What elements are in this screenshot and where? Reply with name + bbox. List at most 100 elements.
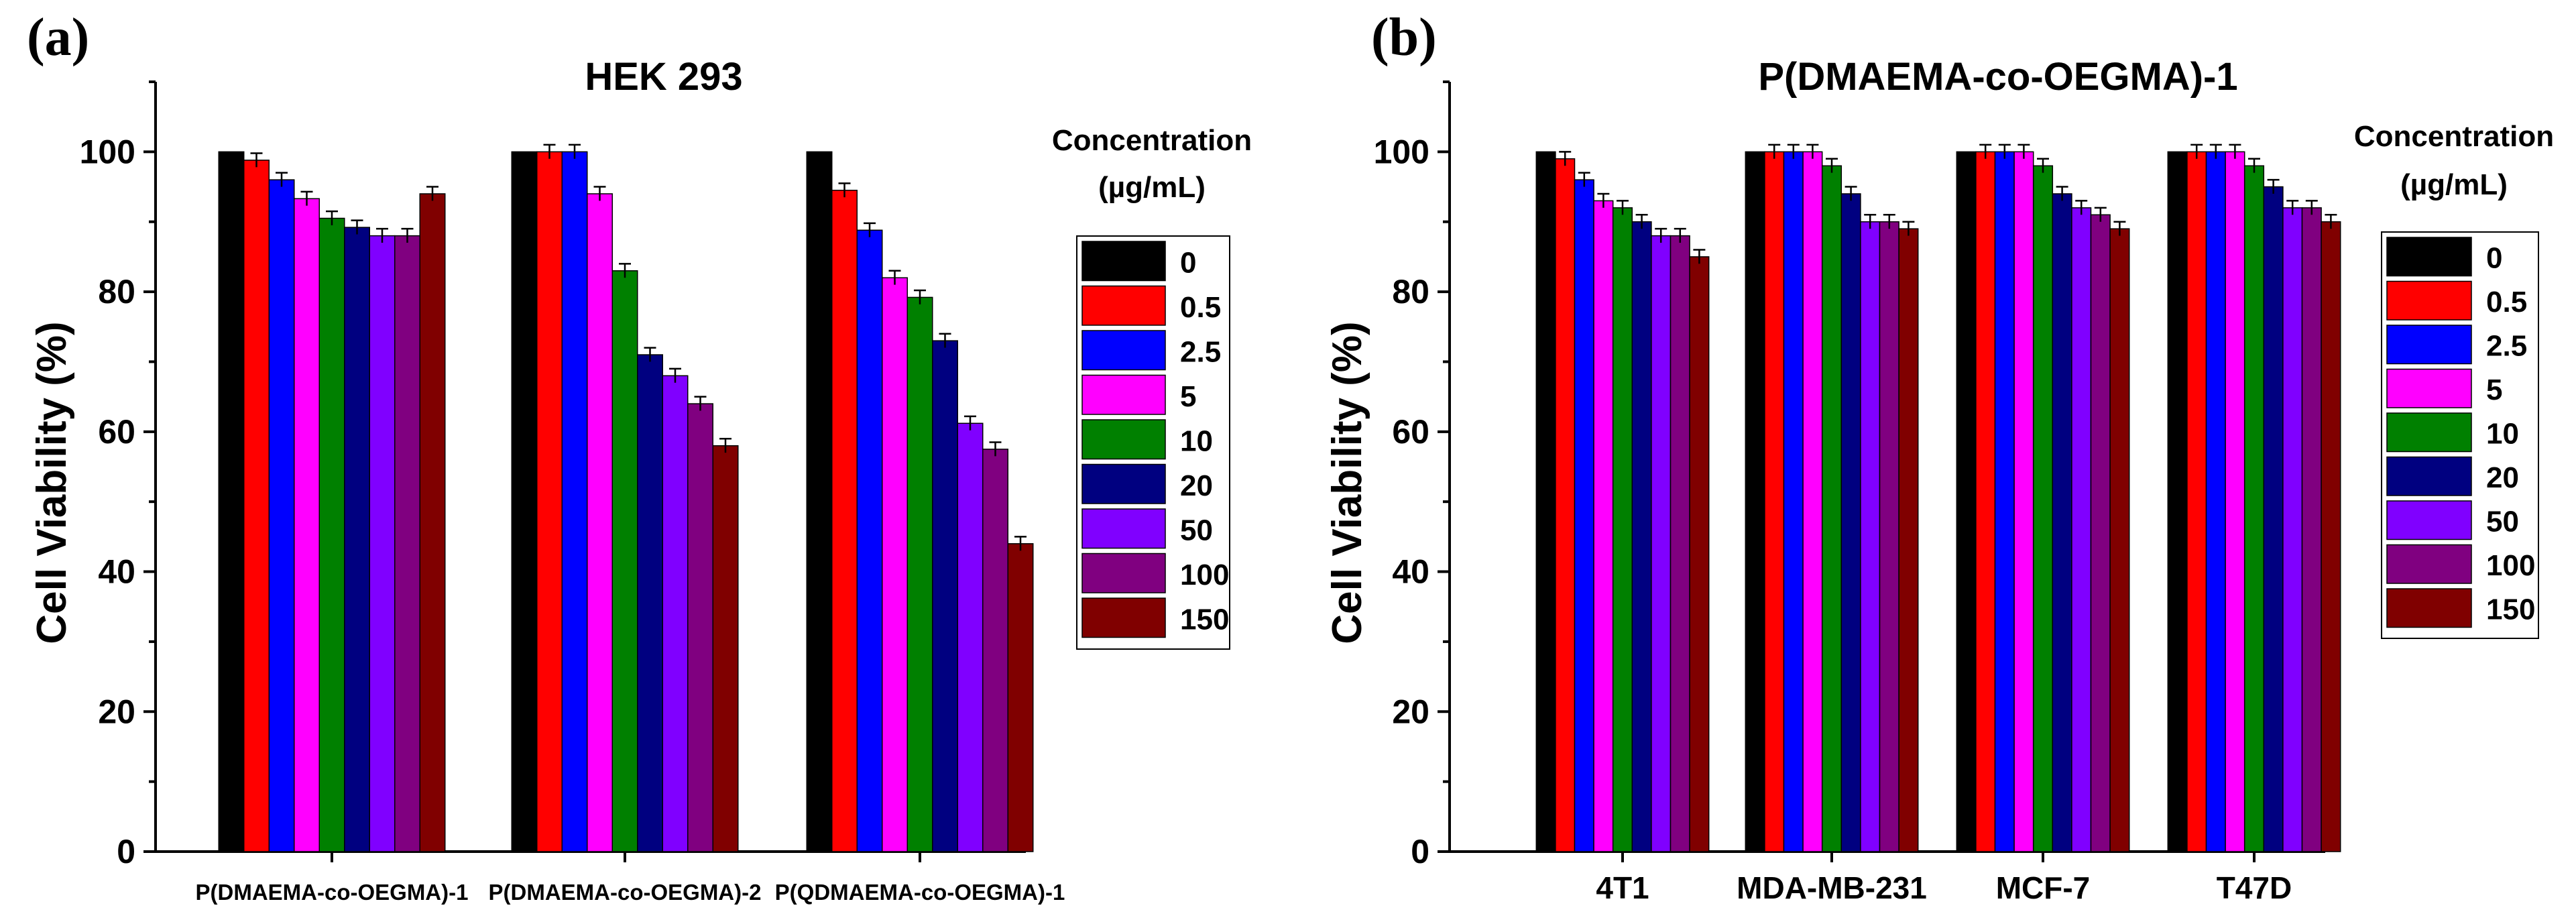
a-legend-label: 100 [1180,559,1229,591]
a-bar-10 [318,217,345,852]
b-y-tick-label: 20 [1392,693,1429,730]
a-legend-swatch-2_5 [1081,330,1166,371]
a-legend-label: 0 [1180,247,1196,280]
a-y-tick-label: 100 [80,133,135,170]
plot-area-a: 0 20 40 60 80 100 P(DMAEMA-co-OEGMA)-1 P(DMAEMA… [80,80,1065,905]
a-bar-20 [637,354,663,852]
b-bar-50 [1651,235,1672,852]
legend-title-b: Concentration [2354,120,2554,153]
b-y-tick-label: 100 [1374,133,1429,170]
b-bar-100 [2090,214,2111,852]
a-bar-150 [1007,543,1034,852]
b-bar-20 [1631,221,1652,852]
a-bar-5 [294,198,320,852]
plot-area-b: 0 20 40 60 80 100 4T1 MDA-MB-231 MCF-7 T47D [1374,80,2341,905]
a-bar-150 [712,445,739,852]
a-bar-5 [587,193,613,852]
b-bar-10 [2243,165,2265,852]
a-legend-swatch-10 [1081,419,1166,460]
a-legend-swatch-5 [1081,374,1166,415]
b-bar-100 [1879,221,1899,852]
a-legend-swatch-50 [1081,508,1166,549]
a-bar-2_5 [561,151,588,852]
b-bar-100 [1670,235,1690,852]
b-bar-2_5 [1574,179,1594,852]
a-bar-150 [419,193,446,852]
b-bar-5 [2013,151,2034,852]
a-bar-20 [932,340,958,852]
b-bar-10 [2032,165,2054,852]
b-legend-swatch-0_5 [2386,280,2472,321]
a-legend-label: 2.5 [1180,336,1221,369]
a-y-tick-label: 20 [98,693,135,730]
a-bar-5 [882,277,908,852]
a-bar-10 [906,296,933,852]
b-bar-2_5 [1783,151,1804,852]
a-bar-2_5 [856,229,883,852]
b-bar-0_5 [1764,151,1785,852]
b-legend-swatch-20 [2386,456,2472,496]
b-bar-20 [2052,193,2072,852]
a-legend-label: 50 [1180,514,1213,547]
a-bar-10 [611,270,638,852]
a-legend-swatch-150 [1081,597,1166,638]
a-x-tick-label: P(QDMAEMA-co-OEGMA)-1 [775,880,1065,905]
a-legend-label: 5 [1180,380,1196,413]
a-bar-50 [369,235,396,852]
b-legend-swatch-10 [2386,412,2472,453]
b-legend-swatch-150 [2386,588,2472,628]
a-x-tick-label: P(DMAEMA-co-OEGMA)-2 [489,880,762,905]
b-bar-50 [2282,207,2303,852]
b-bar-150 [1689,256,1710,852]
b-legend-swatch-100 [2386,544,2472,584]
b-y-tick-label: 40 [1392,553,1429,591]
a-legend-swatch-100 [1081,553,1166,593]
b-bar-20 [2263,186,2284,852]
b-legend-swatch-50 [2386,500,2472,540]
legend-b: 0 0.5 2.5 5 10 20 50 100 150 [2381,231,2539,639]
b-legend-label: 0.5 [2486,286,2527,319]
a-bar-0 [806,151,833,852]
a-bar-0_5 [831,190,858,852]
a-bar-100 [394,235,420,852]
b-bar-50 [2071,207,2092,852]
chart-title-a: HEK 293 [585,55,742,99]
b-x-tick-label: T47D [2217,870,2292,905]
b-legend-label: 2.5 [2486,330,2527,363]
a-bar-100 [687,403,713,852]
a-bar-50 [957,422,984,852]
a-y-tick-label: 60 [98,413,135,451]
b-x-tick-label: 4T1 [1596,870,1649,905]
b-bar-0_5 [2186,151,2207,852]
a-legend-swatch-0 [1081,241,1166,282]
y-axis-label-b: Cell Viability (%) [1324,321,1370,644]
b-bar-0 [1956,151,1977,852]
b-bar-150 [2321,221,2341,852]
b-bar-50 [1860,221,1881,852]
b-legend-label: 50 [2486,506,2519,538]
chart-title-b: P(DMAEMA-co-OEGMA)-1 [1758,55,2237,99]
b-y-tick-label: 0 [1411,833,1429,870]
panel-label-b: (b) [1371,8,1437,67]
b-bar-10 [1612,207,1633,852]
b-legend-swatch-0 [2386,237,2472,277]
a-y-tick-label: 0 [117,833,135,870]
b-bar-2_5 [1994,151,2015,852]
a-legend-label: 150 [1180,603,1229,636]
a-bar-2_5 [268,179,295,852]
b-bar-10 [1821,165,1842,852]
legend-unit-b: (µg/mL) [2400,168,2508,201]
b-legend-label: 5 [2486,373,2502,406]
b-bar-5 [1802,151,1823,852]
b-bar-0_5 [1555,158,1576,852]
legend-a: 0 0.5 2.5 5 10 20 50 100 150 [1076,235,1230,650]
a-bar-100 [982,449,1008,852]
b-bar-20 [1840,193,1861,852]
y-axis-label-a: Cell Viability (%) [29,321,75,644]
a-bar-50 [662,375,689,852]
b-bar-100 [2301,207,2322,852]
a-y-tick-label: 40 [98,553,135,591]
a-bar-20 [344,227,370,852]
legend-title-a: Concentration [1052,124,1252,157]
b-legend-label: 20 [2486,461,2519,494]
